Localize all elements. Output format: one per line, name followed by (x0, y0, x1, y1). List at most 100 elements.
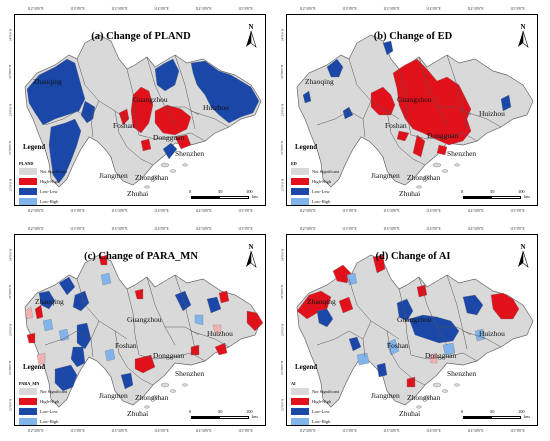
latitude-tick: 24°0'0"N (280, 248, 284, 262)
legend-title: Legend (23, 143, 46, 151)
legend-item: Low-Low (291, 186, 351, 196)
city-label: Shenzhen (175, 369, 205, 378)
north-label: N (520, 243, 526, 251)
legend-swatch (291, 417, 309, 425)
north-label: N (520, 23, 526, 31)
city-boundary (126, 68, 140, 136)
city-boundary (138, 352, 206, 362)
island (441, 389, 449, 393)
city-label: Huizhou (479, 329, 505, 338)
longitude-tick: 113°30'0"E (383, 429, 400, 433)
map-panel-2: 112°30'0"E 113°0'0"E 113°30'0"E 114°0'0"E 11… (278, 4, 546, 216)
city-boundary (462, 110, 502, 128)
cluster-patch (140, 138, 152, 152)
city-label: Zhongshan (407, 393, 441, 402)
city-boundary (126, 146, 154, 166)
legend-label: Low-High (312, 418, 331, 424)
legend-item: High-High (19, 396, 79, 406)
island (432, 382, 442, 388)
legend-item: Low-Low (291, 406, 351, 416)
map-frame: (d) Change of AI N Legend AI Not Signifi… (286, 234, 538, 426)
cluster-patch (370, 86, 396, 116)
city-label: Foshan (385, 121, 407, 130)
latitude-tick: 22°30'0"N (8, 360, 12, 375)
cluster-patch (70, 346, 86, 368)
north-arrow: N (515, 23, 531, 49)
city-label: Zhuhai (127, 189, 149, 198)
island (182, 163, 188, 167)
scale-tick: 100 (518, 189, 525, 194)
legend-swatch (19, 167, 37, 175)
cluster-patch (26, 58, 86, 126)
longitude-tick: 113°30'0"E (111, 429, 128, 433)
cluster-patch (356, 352, 370, 366)
cluster-patch (302, 90, 312, 104)
legend-variable: ED (291, 161, 297, 166)
city-label: Zhongshan (135, 393, 169, 402)
north-arrow: N (243, 243, 259, 269)
map-frame: (a) Change of PLAND N Legend PLAND Not S… (14, 14, 266, 206)
city-boundary (316, 110, 364, 126)
legend-swatch (19, 397, 37, 405)
city-boundary (165, 326, 200, 336)
longitude-tick: 115°0'0"E (510, 209, 525, 213)
longitude-tick: 114°0'0"E (426, 209, 441, 213)
longitude-tick: 114°0'0"E (154, 227, 169, 231)
legend-swatch (19, 407, 37, 415)
legend-label: High-High (312, 398, 332, 404)
legend-label: Low-Low (40, 408, 58, 414)
city-label: Huizhou (203, 103, 229, 112)
legend-item: Low-High (19, 416, 79, 425)
city-label: Shenzhen (447, 149, 477, 158)
island (144, 185, 150, 189)
city-boundary (316, 330, 364, 346)
city-label: Zhaoqing (307, 297, 336, 306)
legend: Legend ED Not Significant High-High Low-Lo… (291, 143, 351, 205)
longitude-tick: 113°30'0"E (383, 7, 400, 11)
latitude-tick: 22°30'0"N (280, 360, 284, 375)
longitude-ticks-top: 112°30'0"E 113°0'0"E 113°30'0"E 114°0'0"E 11… (14, 4, 266, 14)
legend-item: Low-Low (19, 186, 79, 196)
scale-bar: 0 50 100 km (459, 409, 535, 423)
latitude-tick: 23°0'0"N (8, 103, 12, 117)
longitude-ticks-bottom: 112°30'0"E 113°0'0"E 113°30'0"E 114°0'0"E 11… (286, 206, 538, 216)
longitude-tick: 114°30'0"E (467, 429, 484, 433)
legend-swatch (291, 177, 309, 185)
panel-title: (c) Change of PARA_MN (84, 251, 198, 262)
island (169, 389, 177, 393)
city-label: Shenzhen (447, 369, 477, 378)
north-arrow: N (243, 23, 259, 49)
longitude-tick: 112°30'0"E (27, 429, 44, 433)
latitude-tick: 23°0'0"N (8, 323, 12, 337)
scale-tick: 100 (518, 409, 525, 414)
city-label: Jiangmen (99, 391, 128, 400)
legend-item: Low-Low (19, 406, 79, 416)
island (416, 405, 422, 409)
cluster-patch (428, 352, 438, 364)
longitude-tick: 113°30'0"E (383, 209, 400, 213)
island (144, 405, 150, 409)
latitude-tick: 22°0'0"N (280, 398, 284, 412)
city-label: Zhongshan (135, 173, 169, 182)
north-arrow-icon (518, 250, 529, 268)
scale-tick: 0 (461, 409, 464, 414)
city-boundary (165, 106, 200, 116)
city-boundary (126, 288, 140, 356)
island (160, 382, 170, 388)
legend: Legend PLAND Not Significant High-High Low… (19, 143, 79, 205)
longitude-tick: 113°0'0"E (70, 209, 85, 213)
latitude-tick: 23°30'0"N (8, 285, 12, 300)
city-boundary (114, 110, 128, 148)
longitude-tick: 112°30'0"E (27, 227, 44, 231)
cluster-patch (214, 342, 228, 356)
region-map (296, 34, 534, 189)
island (416, 185, 422, 189)
latitude-tick: 24°0'0"N (8, 28, 12, 42)
longitude-tick: 114°30'0"E (195, 227, 212, 231)
cluster-patch (342, 106, 354, 120)
longitude-tick: 112°30'0"E (299, 7, 316, 11)
scale-bar: 0 50 100 km (187, 409, 263, 423)
longitude-tick: 113°0'0"E (70, 429, 85, 433)
cluster-patch (72, 290, 90, 312)
scale-unit: km (524, 194, 530, 199)
